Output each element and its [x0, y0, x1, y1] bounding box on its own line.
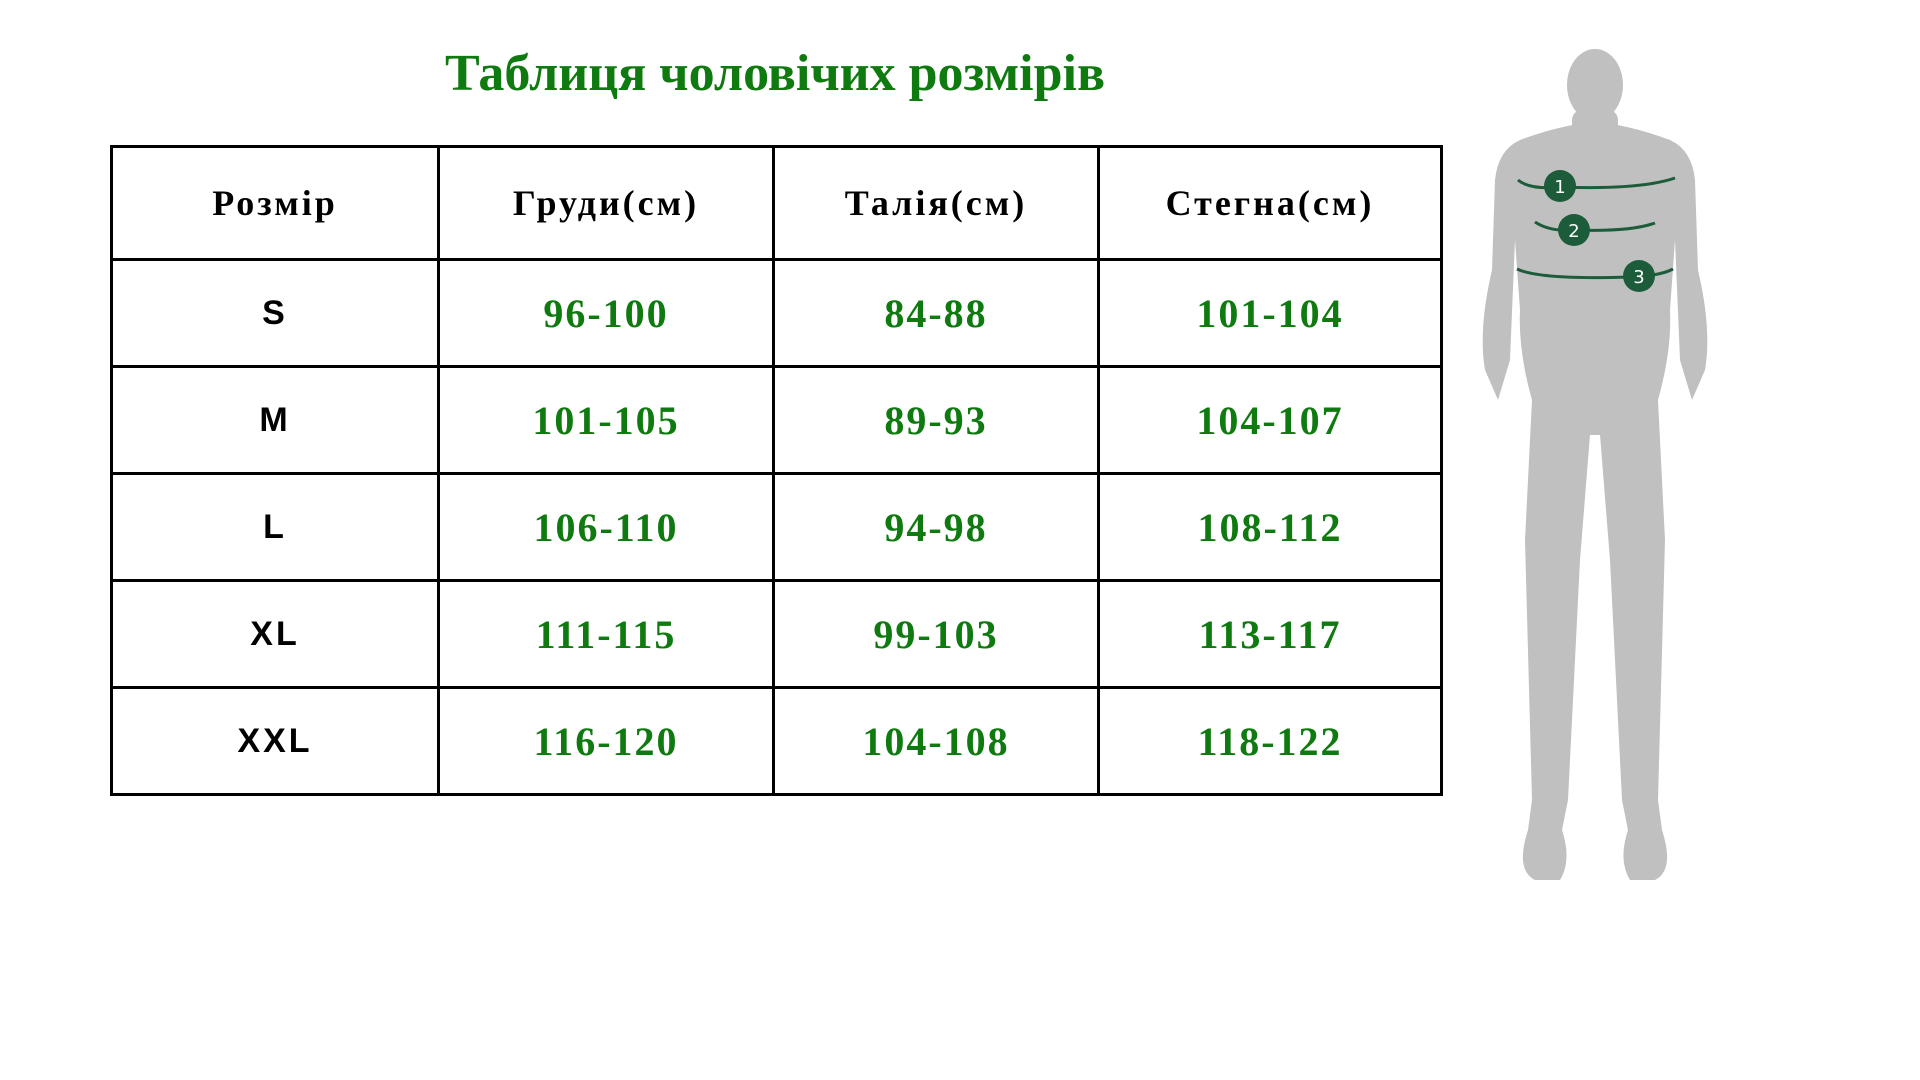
cell-hips: 108-112	[1097, 472, 1443, 582]
table-row: M 101-105 89-93 104-107	[110, 365, 1443, 475]
cell-hips: 113-117	[1097, 579, 1443, 689]
cell-waist: 94-98	[772, 472, 1100, 582]
cell-chest: 106-110	[437, 472, 775, 582]
cell-chest: 111-115	[437, 579, 775, 689]
cell-size: S	[110, 258, 440, 368]
marker-3: 3	[1623, 260, 1655, 292]
page-title: Таблиця чоловічих розмірів	[444, 45, 1106, 102]
header-chest: Груди(см)	[437, 145, 775, 261]
table-row: XXL 116-120 104-108 118-122	[110, 686, 1443, 796]
cell-size: XL	[110, 579, 440, 689]
cell-size: XXL	[110, 686, 440, 796]
marker-2: 2	[1558, 214, 1590, 246]
body-measurement-figure: 1 2 3	[1482, 49, 1708, 880]
table-row: S 96-100 84-88 101-104	[110, 258, 1443, 368]
cell-size: M	[110, 365, 440, 475]
table-row: L 106-110 94-98 108-112	[110, 472, 1443, 582]
cell-size: L	[110, 472, 440, 582]
marker-2-label: 2	[1568, 221, 1579, 242]
marker-3-label: 3	[1633, 267, 1644, 288]
header-hips: Стегна(см)	[1097, 145, 1443, 261]
cell-hips: 118-122	[1097, 686, 1443, 796]
marker-1-label: 1	[1554, 177, 1565, 198]
marker-1: 1	[1544, 170, 1576, 202]
table-row: XL 111-115 99-103 113-117	[110, 579, 1443, 689]
cell-waist: 99-103	[772, 579, 1100, 689]
header-waist: Талія(см)	[772, 145, 1100, 261]
body-silhouette	[1482, 49, 1708, 880]
cell-waist: 84-88	[772, 258, 1100, 368]
cell-chest: 96-100	[437, 258, 775, 368]
cell-chest: 101-105	[437, 365, 775, 475]
cell-hips: 104-107	[1097, 365, 1443, 475]
table-header-row: Розмір Груди(см) Талія(см) Стегна(см)	[110, 145, 1443, 261]
header-size: Розмір	[110, 145, 440, 261]
size-table: Розмір Груди(см) Талія(см) Стегна(см) S …	[110, 145, 1443, 796]
cell-waist: 104-108	[772, 686, 1100, 796]
cell-chest: 116-120	[437, 686, 775, 796]
cell-hips: 101-104	[1097, 258, 1443, 368]
cell-waist: 89-93	[772, 365, 1100, 475]
